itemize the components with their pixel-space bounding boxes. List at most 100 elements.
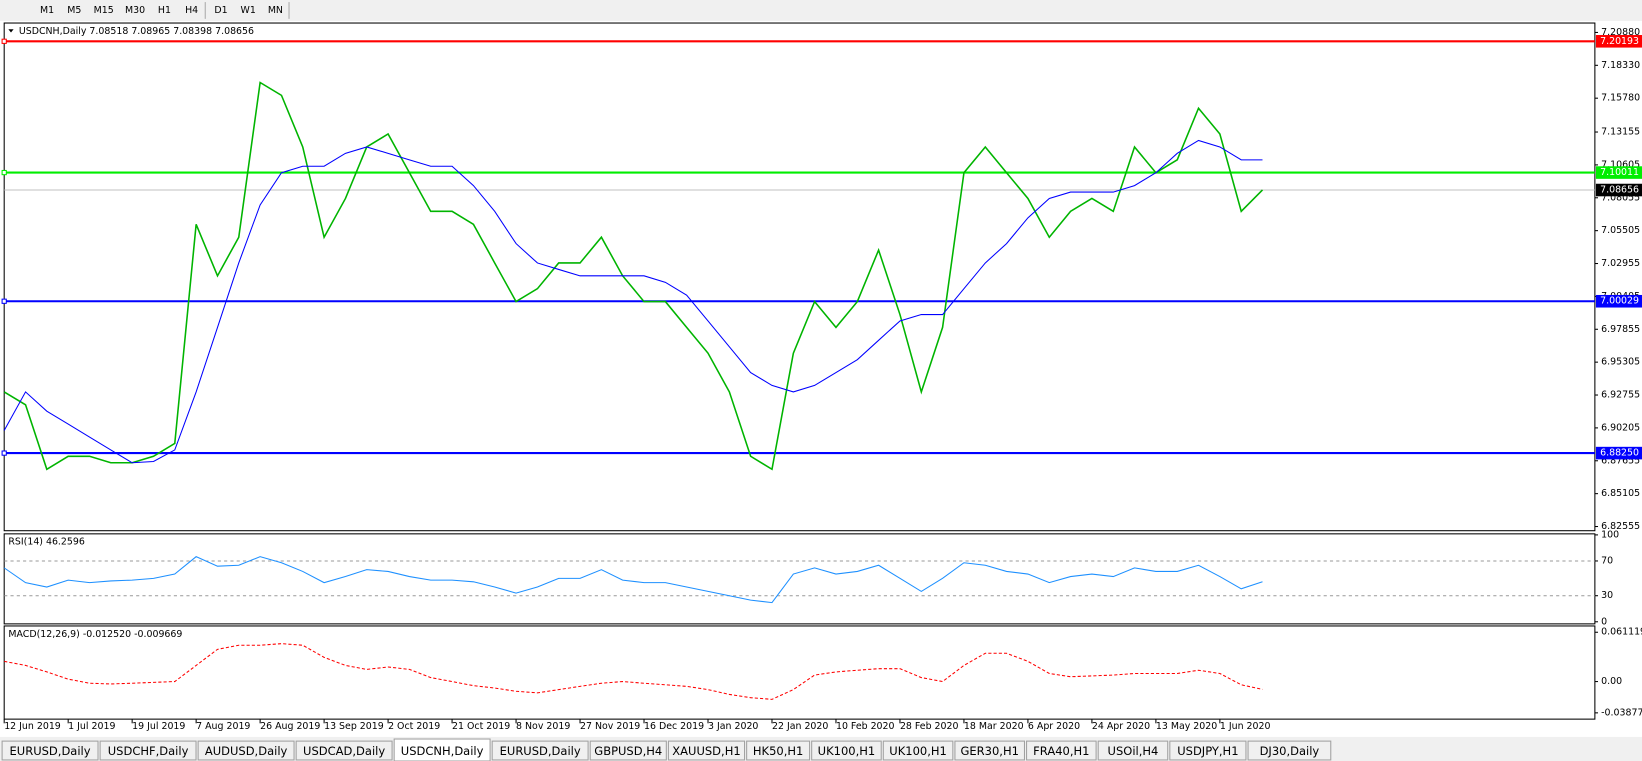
y-tick-label: 0.061119 xyxy=(1601,627,1642,638)
tab[interactable] xyxy=(746,740,811,761)
x-tick-label: 27 Nov 2019 xyxy=(580,721,640,732)
x-tick-label: 16 Dec 2019 xyxy=(644,721,704,732)
x-tick-label: 6 Apr 2020 xyxy=(1028,721,1080,732)
timeframe-label: H1 xyxy=(158,5,171,16)
x-tick-label: 3 Jan 2020 xyxy=(708,721,758,732)
panel-title: RSI(14) 46.2596 xyxy=(8,537,85,548)
level-handle xyxy=(1,298,7,304)
tab[interactable] xyxy=(1169,740,1247,761)
timeframe-button[interactable] xyxy=(236,1,260,19)
y-tick-label: 6.97855 xyxy=(1601,324,1640,335)
timeframe-button[interactable] xyxy=(209,1,233,19)
y-tick-label: 6.87655 xyxy=(1601,455,1640,466)
tab[interactable] xyxy=(1,740,99,761)
timeframe-label: M30 xyxy=(125,5,145,16)
level-label: 7.00029 xyxy=(1600,296,1639,307)
y-tick-label: 7.13155 xyxy=(1601,127,1640,138)
y-tick-label: 6.92755 xyxy=(1601,390,1640,401)
x-tick-label: 10 Feb 2020 xyxy=(836,721,895,732)
y-tick-label: 7.02955 xyxy=(1601,258,1640,269)
tab[interactable] xyxy=(491,740,589,761)
tab[interactable] xyxy=(1026,740,1097,761)
tab[interactable] xyxy=(667,740,746,761)
series-line xyxy=(4,643,1263,700)
rsi-panel xyxy=(3,533,1596,625)
tab-label: GER30,H1 xyxy=(960,744,1018,758)
timeframe-button[interactable] xyxy=(35,1,59,19)
y-tick-label: 7.08055 xyxy=(1601,192,1640,203)
series-line xyxy=(3,556,1263,604)
tab[interactable] xyxy=(295,740,393,761)
y-tick-label: 6.95305 xyxy=(1601,357,1640,368)
timeframe-button[interactable] xyxy=(90,1,118,19)
y-tick-label: 7.10605 xyxy=(1601,159,1640,170)
timeframe-button[interactable] xyxy=(62,1,86,19)
timeframe-button[interactable] xyxy=(263,1,287,19)
tab-label: GBPUSD,H4 xyxy=(594,744,662,758)
level-label: 7.20193 xyxy=(1600,36,1639,47)
bid-label-box xyxy=(1595,183,1642,197)
level-label: 7.10011 xyxy=(1600,167,1639,178)
x-tick-label: 24 Apr 2020 xyxy=(1092,721,1150,732)
tab[interactable] xyxy=(882,740,954,761)
tab[interactable] xyxy=(1247,740,1332,761)
y-tick-label: 100 xyxy=(1601,529,1619,540)
level-handle xyxy=(1,169,7,176)
tab-label: FRA40,H1 xyxy=(1033,744,1089,758)
y-tick-label: 7.05505 xyxy=(1601,225,1640,236)
y-tick-label: 0 xyxy=(1601,616,1607,627)
level-label-box xyxy=(1595,166,1642,179)
x-tick-label: 13 Sep 2019 xyxy=(324,721,384,732)
timeframe-button[interactable] xyxy=(152,1,176,19)
series-line xyxy=(3,81,1264,471)
toolbar xyxy=(0,0,1642,21)
tab-label: HK50,H1 xyxy=(753,744,803,758)
timeframe-label: W1 xyxy=(241,5,256,16)
series-line xyxy=(3,139,1263,464)
tab-label: DJ30,Daily xyxy=(1260,744,1320,758)
x-tick-label: 1 Jun 2020 xyxy=(1220,721,1271,732)
tab[interactable] xyxy=(1097,740,1169,761)
level-handle xyxy=(1,450,7,456)
tab-label: USOil,H4 xyxy=(1108,744,1159,758)
tab[interactable] xyxy=(197,740,295,761)
macd-panel xyxy=(3,625,1596,720)
tab-label: USDCNH,Daily xyxy=(401,744,484,758)
tab[interactable] xyxy=(99,740,197,761)
tab-label: USDCHF,Daily xyxy=(108,744,189,758)
tab-label: EURUSD,Daily xyxy=(10,744,91,758)
main-panel xyxy=(3,22,1596,532)
x-tick-label: 7 Aug 2019 xyxy=(196,721,250,732)
y-tick-label: 6.82555 xyxy=(1601,521,1640,532)
y-tick-label: 7.18330 xyxy=(1601,60,1640,71)
level-handle xyxy=(1,38,7,44)
tab-label: USDJPY,H1 xyxy=(1177,744,1238,758)
bid-label: 7.08656 xyxy=(1600,185,1639,196)
tab[interactable] xyxy=(393,738,491,761)
y-tick-label: 0.00 xyxy=(1601,676,1622,687)
level-label-box xyxy=(1595,446,1642,460)
panel-title: MACD(12,26,9) -0.012520 -0.009669 xyxy=(8,629,182,640)
x-tick-label: 12 Jun 2019 xyxy=(4,721,61,732)
tab-label: XAUUSD,H1 xyxy=(672,744,740,758)
x-tick-label: 2 Oct 2019 xyxy=(388,721,440,732)
level-label: 6.88250 xyxy=(1600,448,1639,459)
level-label-box xyxy=(1595,294,1642,308)
tab[interactable] xyxy=(954,740,1025,761)
tab[interactable] xyxy=(811,740,882,761)
timeframe-button[interactable] xyxy=(180,1,204,19)
timeframe-label: MN xyxy=(268,5,283,16)
x-tick-label: 1 Jul 2019 xyxy=(68,721,115,732)
tab-label: AUDUSD,Daily xyxy=(205,744,288,758)
tab-label: EURUSD,Daily xyxy=(500,744,581,758)
x-tick-label: 26 Aug 2019 xyxy=(260,721,320,732)
tab-label: UK100,H1 xyxy=(818,744,876,758)
level-label-box xyxy=(1595,35,1642,48)
y-tick-label: -0.038777 xyxy=(1601,707,1642,718)
timeframe-button[interactable] xyxy=(121,1,149,19)
tab[interactable] xyxy=(589,740,667,761)
x-tick-label: 19 Jul 2019 xyxy=(132,721,185,732)
x-tick-label: 13 May 2020 xyxy=(1156,721,1217,732)
